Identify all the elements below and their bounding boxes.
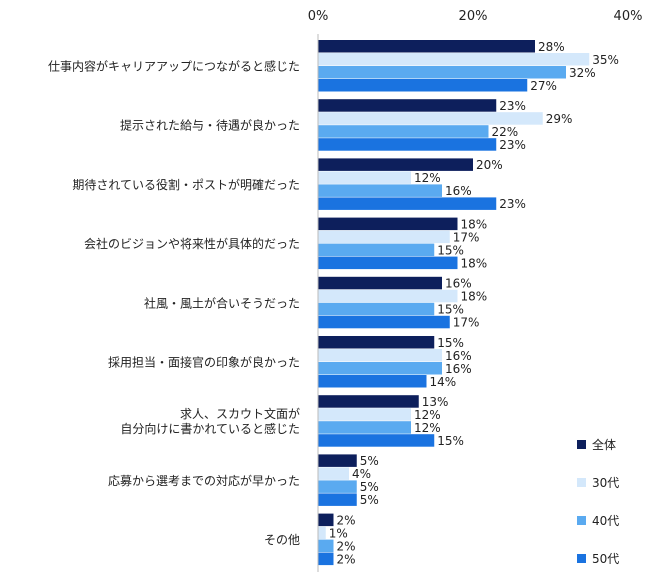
x-tick-label: 0% [308,9,329,24]
bar [318,434,435,447]
data-label: 18% [461,217,488,231]
data-label: 5% [360,493,379,507]
data-label: 13% [422,395,449,409]
bar [318,302,435,316]
bar [318,526,326,540]
data-label: 2% [337,539,356,553]
legend-swatch [577,440,586,449]
bar [318,493,357,506]
data-label: 5% [360,480,379,494]
data-label: 14% [430,375,457,389]
bar [318,362,442,375]
bar [318,99,497,112]
legend-label: 全体 [592,437,616,452]
data-label: 15% [437,434,464,448]
data-label: 16% [445,184,472,198]
data-label: 15% [437,243,464,257]
category-label: 社風・風土が合いそうだった [144,295,300,310]
legend-swatch [577,478,586,487]
bar [318,289,458,303]
data-label: 17% [453,230,480,244]
bars [318,40,590,566]
bar [318,256,458,270]
data-label: 16% [445,349,472,363]
data-label: 12% [414,421,441,435]
data-label: 29% [546,112,573,126]
x-axis-ticks: 0% 20% 40% [308,9,643,24]
bar [318,467,349,480]
data-label: 2% [337,552,356,566]
data-label: 12% [414,171,441,185]
bar [318,171,411,184]
data-label: 17% [453,316,480,330]
category-label: 採用担当・面接官の印象が良かった [108,355,300,370]
legend-label: 40代 [592,514,619,528]
category-labels: 仕事内容がキャリアアップにつながると感じた提示された給与・待遇が良かった期待され… [48,59,300,548]
bar [318,158,473,171]
bar [318,454,357,467]
category-label: 仕事内容がキャリアアップにつながると感じた [48,59,300,74]
bar [318,349,442,362]
legend-label: 50代 [592,552,619,566]
data-label: 4% [352,467,371,481]
legend: 全体 30代 40代 50代 [577,437,619,566]
x-tick-label: 20% [459,9,488,24]
data-label: 18% [461,256,488,270]
data-label: 15% [437,303,464,317]
bar [318,480,357,493]
bar [318,138,497,151]
bar [318,217,458,231]
category-label: 応募から選考までの対応が早かった [108,473,300,488]
bar [318,421,411,434]
data-label: 20% [476,158,503,172]
legend-swatch [577,554,586,563]
data-label: 22% [492,125,519,139]
data-label: 12% [414,408,441,422]
legend-label: 30代 [592,476,619,490]
data-label: 16% [445,362,472,376]
bar [318,125,489,138]
data-label: 32% [569,66,596,80]
bar [318,539,334,553]
legend-swatch [577,516,586,525]
bar [318,315,450,329]
bar [318,513,334,527]
bar [318,336,435,349]
data-label: 23% [499,99,526,113]
category-label: 会社のビジョンや将来性が具体的だった [84,236,300,251]
bar [318,276,442,290]
bar [318,197,497,210]
data-labels: 28%35%32%27%23%29%22%23%20%12%16%23%18%1… [329,40,619,567]
data-label: 23% [499,138,526,152]
data-label: 28% [538,40,565,54]
bar [318,79,528,92]
category-label: 求人、スカウト文面が自分向けに書かれていると感じた [120,406,300,436]
data-label: 5% [360,454,379,468]
data-label: 2% [337,513,356,527]
bar [318,552,334,566]
data-label: 1% [329,526,348,540]
category-label: 期待されている役割・ポストが明確だった [72,177,300,192]
bar [318,375,427,388]
bar [318,40,535,53]
bar [318,112,543,125]
bar [318,230,450,244]
data-label: 35% [592,53,619,67]
category-label: 提示された給与・待遇が良かった [120,118,300,133]
data-label: 16% [445,277,472,291]
x-tick-label: 40% [614,9,643,24]
bar [318,395,419,408]
data-label: 18% [461,290,488,304]
bar [318,243,435,257]
data-label: 23% [499,197,526,211]
bar [318,53,590,66]
bar [318,66,566,79]
bar [318,184,442,197]
data-label: 27% [530,79,557,93]
bar [318,408,411,421]
category-label: その他 [264,533,300,547]
data-label: 15% [437,336,464,350]
